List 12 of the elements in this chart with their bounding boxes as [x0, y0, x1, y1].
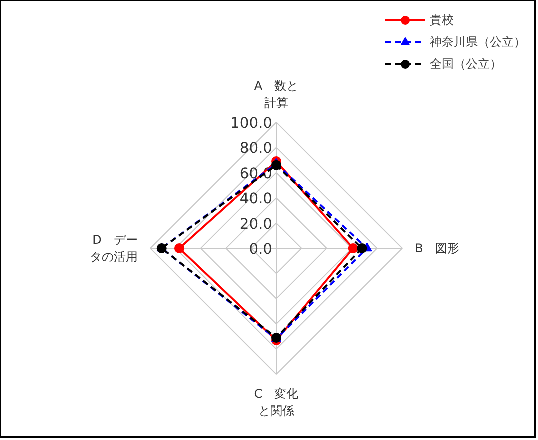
legend-label: 全国（公立）: [430, 56, 502, 72]
spoke-label: A 数と計算: [254, 79, 299, 110]
legend-label: 貴校: [430, 12, 454, 28]
y-tick-label: 80.0: [240, 140, 273, 158]
y-tick-label: 0.0: [249, 241, 273, 258]
spoke-label: B 図形: [415, 242, 460, 256]
y-tick-label: 100.0: [230, 115, 273, 132]
y-tick-label: 40.0: [240, 190, 273, 208]
spoke-label: D データの活用: [90, 233, 138, 264]
legend-label: 神奈川県（公立）: [430, 34, 526, 50]
y-tick-label: 20.0: [240, 216, 273, 233]
spoke-label: C 変化と関係: [254, 387, 299, 418]
